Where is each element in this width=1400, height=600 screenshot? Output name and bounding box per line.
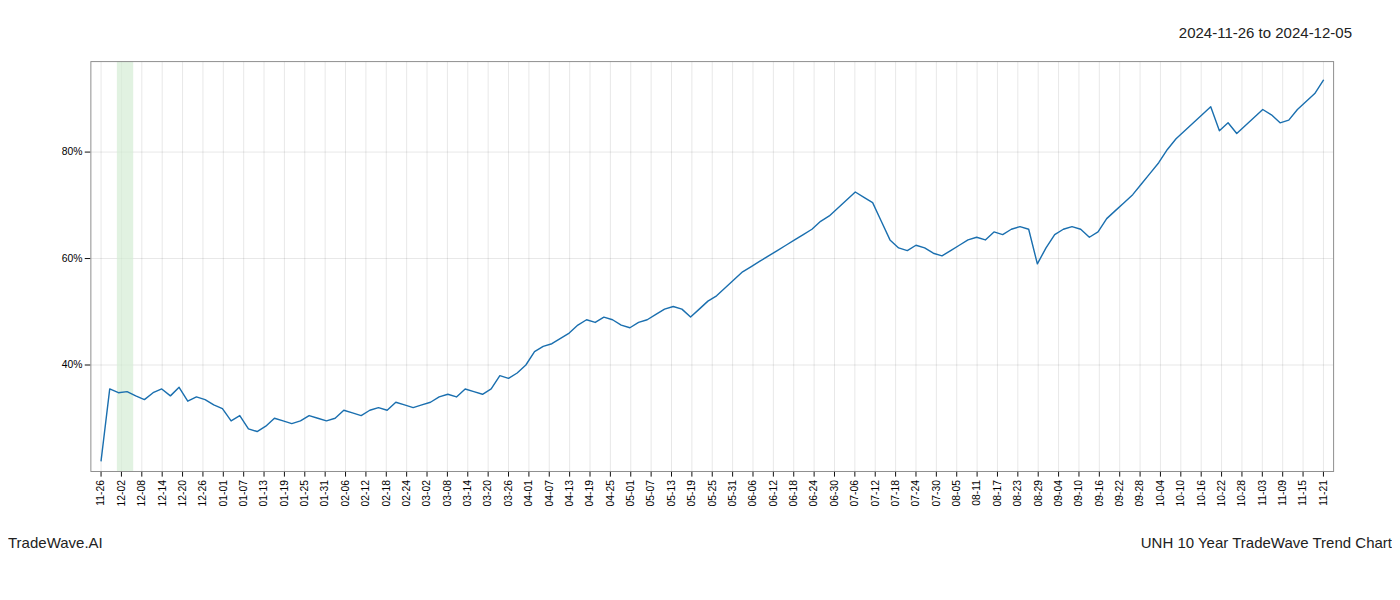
svg-text:12-08: 12-08 xyxy=(136,480,147,507)
svg-text:11-15: 11-15 xyxy=(1297,480,1308,506)
svg-text:10-16: 10-16 xyxy=(1196,480,1207,507)
svg-text:07-18: 07-18 xyxy=(890,480,901,507)
svg-text:60%: 60% xyxy=(62,253,83,264)
svg-text:05-13: 05-13 xyxy=(666,480,677,507)
svg-text:01-01: 01-01 xyxy=(218,480,229,507)
svg-text:06-18: 06-18 xyxy=(788,480,799,507)
svg-text:09-16: 09-16 xyxy=(1094,480,1105,507)
svg-text:11-09: 11-09 xyxy=(1277,480,1288,506)
svg-text:03-08: 03-08 xyxy=(442,480,453,507)
svg-text:07-24: 07-24 xyxy=(910,480,921,507)
html-text:2024-11-26 to 2024-12-05: 2024-11-26 to 2024-12-05 xyxy=(1178,24,1352,41)
svg-text:02-12: 02-12 xyxy=(360,480,371,507)
svg-text:03-02: 03-02 xyxy=(421,480,432,507)
svg-text:09-10: 09-10 xyxy=(1073,480,1084,507)
svg-text:11-21: 11-21 xyxy=(1318,480,1329,506)
svg-text:11-26: 11-26 xyxy=(95,480,106,506)
svg-text:06-12: 06-12 xyxy=(768,480,779,507)
svg-text:04-01: 04-01 xyxy=(523,480,534,507)
svg-text:03-14: 03-14 xyxy=(462,480,473,507)
svg-text:08-17: 08-17 xyxy=(992,480,1003,507)
svg-text:07-12: 07-12 xyxy=(870,480,881,507)
svg-text:06-30: 06-30 xyxy=(829,480,840,507)
svg-text:01-19: 01-19 xyxy=(279,480,290,507)
svg-text:07-06: 07-06 xyxy=(849,480,860,507)
svg-text:10-22: 10-22 xyxy=(1216,480,1227,507)
svg-text:02-24: 02-24 xyxy=(401,480,412,507)
svg-text:02-06: 02-06 xyxy=(340,480,351,507)
svg-text:05-07: 05-07 xyxy=(645,480,656,507)
svg-text:40%: 40% xyxy=(62,359,83,370)
svg-text:03-20: 03-20 xyxy=(482,480,493,507)
svg-text:05-25: 05-25 xyxy=(707,480,718,507)
svg-text:08-23: 08-23 xyxy=(1012,480,1023,507)
svg-text:10-28: 10-28 xyxy=(1236,480,1247,507)
svg-text:05-01: 05-01 xyxy=(625,480,636,507)
svg-text:05-31: 05-31 xyxy=(727,480,738,507)
svg-text:12-02: 12-02 xyxy=(116,480,127,507)
svg-text:04-07: 04-07 xyxy=(544,480,555,507)
svg-text:02-18: 02-18 xyxy=(381,480,392,507)
svg-text:80%: 80% xyxy=(62,146,83,157)
svg-text:06-06: 06-06 xyxy=(747,480,758,507)
svg-text:04-19: 04-19 xyxy=(584,480,595,507)
svg-text:12-20: 12-20 xyxy=(177,480,188,507)
svg-text:11-03: 11-03 xyxy=(1257,480,1268,506)
svg-text:09-04: 09-04 xyxy=(1053,480,1064,507)
svg-text:05-19: 05-19 xyxy=(686,480,697,507)
svg-text:01-13: 01-13 xyxy=(258,480,269,507)
html-text:UNH 10 Year TradeWave Trend Ch: UNH 10 Year TradeWave Trend Chart xyxy=(1140,534,1392,552)
svg-text:08-29: 08-29 xyxy=(1033,480,1044,507)
svg-text:07-30: 07-30 xyxy=(931,480,942,507)
html-text:TradeWave.AI: TradeWave.AI xyxy=(8,534,103,552)
svg-text:08-11: 08-11 xyxy=(971,480,982,506)
svg-text:01-07: 01-07 xyxy=(238,480,249,507)
svg-text:09-22: 09-22 xyxy=(1114,480,1125,507)
svg-text:09-28: 09-28 xyxy=(1134,480,1145,507)
svg-text:12-14: 12-14 xyxy=(156,480,167,507)
svg-text:06-24: 06-24 xyxy=(808,480,819,507)
svg-text:08-05: 08-05 xyxy=(951,480,962,507)
svg-text:01-25: 01-25 xyxy=(299,480,310,507)
svg-text:01-31: 01-31 xyxy=(319,480,330,507)
svg-text:12-26: 12-26 xyxy=(197,480,208,507)
svg-text:03-26: 03-26 xyxy=(503,480,514,507)
svg-text:10-10: 10-10 xyxy=(1175,480,1186,507)
svg-text:04-13: 04-13 xyxy=(564,480,575,507)
svg-text:04-25: 04-25 xyxy=(605,480,616,507)
svg-text:10-04: 10-04 xyxy=(1155,480,1166,507)
